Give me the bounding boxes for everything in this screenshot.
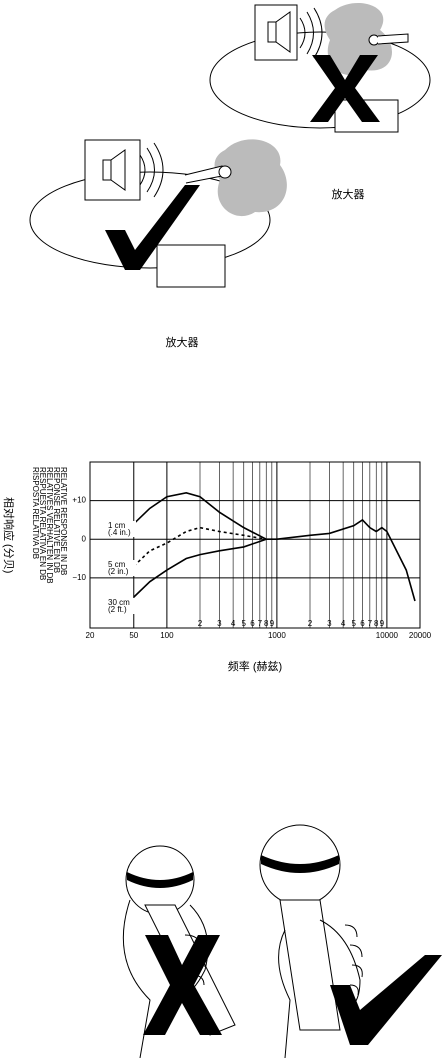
x-tick-label: 8: [374, 619, 379, 628]
y-axis-label: RESPUESTA RELATIVA EN DB: [38, 467, 47, 580]
x-tick-label: 9: [380, 619, 385, 628]
x-tick-label: 4: [231, 619, 236, 628]
middle-diagram: 放大器: [29, 139, 287, 349]
y-tick-label: +10: [72, 496, 86, 505]
x-tick-label: 8: [264, 619, 269, 628]
x-tick-label: 4: [341, 619, 346, 628]
amplifier-label: 放大器: [166, 335, 199, 349]
series-label: (2 in.): [108, 567, 129, 576]
y-tick-label: −10: [72, 573, 86, 582]
response-line: [133, 492, 416, 602]
x-tick-label: 2: [308, 619, 313, 628]
x-tick-label: 6: [250, 619, 255, 628]
x-tick-label: 5: [352, 619, 357, 628]
response-line: [133, 538, 267, 598]
x-tick-label: 20000: [409, 631, 432, 640]
x-tick-label: 50: [129, 631, 138, 640]
top-diagram: 放大器: [209, 2, 431, 201]
bottom-diagram: [122, 824, 442, 1058]
y-axis-label: RELATIVES VERHALTEN IN DB: [45, 467, 54, 584]
label-bg: [106, 598, 136, 614]
x-tick-label: 7: [258, 619, 263, 628]
y-tick-label: 0: [82, 534, 87, 543]
x-tick-label: 5: [242, 619, 247, 628]
x-tick-label: 20: [86, 631, 95, 640]
x-tick-label: 9: [270, 619, 275, 628]
response-line: [133, 526, 267, 567]
x-tick-label: 10000: [376, 631, 399, 640]
series-label: 5 cm: [108, 560, 126, 569]
y-axis-label: RELATIVE RESPONSE IN DB: [59, 467, 68, 575]
label-bg: [106, 560, 136, 576]
series-label: (2 ft.): [108, 605, 127, 614]
amplifier-label: 放大器: [332, 187, 365, 201]
x-tick-label: 6: [360, 619, 365, 628]
x-tick-label: 3: [327, 619, 332, 628]
x-tick-label: 2: [198, 619, 203, 628]
label-bg: [106, 521, 136, 537]
series-label: 30 cm: [108, 598, 130, 607]
x-tick-label: 1000: [268, 631, 286, 640]
x-tick-label: 100: [160, 631, 174, 640]
x-axis-label: 频率 (赫兹): [228, 659, 282, 673]
x-tick-label: 7: [368, 619, 373, 628]
plot-frame: [89, 461, 421, 629]
y-axis-label: 相对响应 (分贝): [2, 497, 16, 573]
y-axis-label: REPONSE RELATIVE EN DB: [52, 467, 61, 573]
series-label: 1 cm: [108, 521, 126, 530]
y-axis-label: RISPOSTA RELATIVA DB: [31, 467, 40, 559]
series-label: (.4 in.): [108, 528, 131, 537]
x-tick-label: 3: [217, 619, 222, 628]
